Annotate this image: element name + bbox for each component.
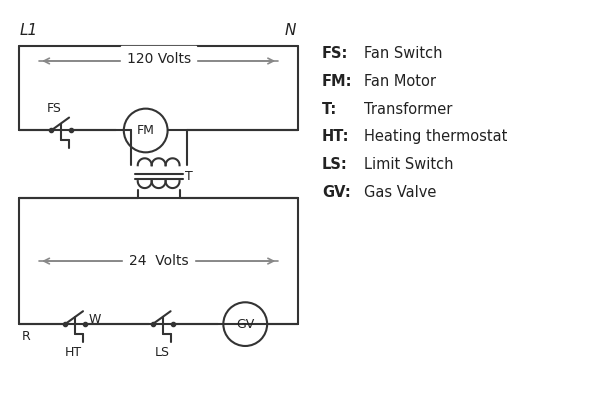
Text: R: R: [21, 330, 30, 343]
Text: T:: T:: [322, 102, 337, 117]
Text: FS:: FS:: [322, 46, 348, 61]
Text: LS: LS: [155, 346, 170, 359]
Text: FM:: FM:: [322, 74, 352, 89]
Text: HT:: HT:: [322, 130, 349, 144]
Text: W: W: [89, 313, 101, 326]
Text: Limit Switch: Limit Switch: [363, 157, 453, 172]
Text: HT: HT: [65, 346, 82, 359]
Text: GV: GV: [236, 318, 254, 331]
Text: 24  Volts: 24 Volts: [129, 254, 188, 268]
Text: FM: FM: [137, 124, 155, 137]
Text: Gas Valve: Gas Valve: [363, 185, 436, 200]
Text: Transformer: Transformer: [363, 102, 452, 117]
Text: Fan Motor: Fan Motor: [363, 74, 435, 89]
Text: N: N: [284, 23, 296, 38]
Text: GV:: GV:: [322, 185, 350, 200]
Text: Fan Switch: Fan Switch: [363, 46, 442, 61]
Text: T: T: [185, 170, 192, 183]
Text: L1: L1: [19, 23, 38, 38]
Text: 120 Volts: 120 Volts: [127, 52, 191, 66]
Text: Heating thermostat: Heating thermostat: [363, 130, 507, 144]
Text: FS: FS: [47, 102, 62, 114]
Text: LS:: LS:: [322, 157, 348, 172]
